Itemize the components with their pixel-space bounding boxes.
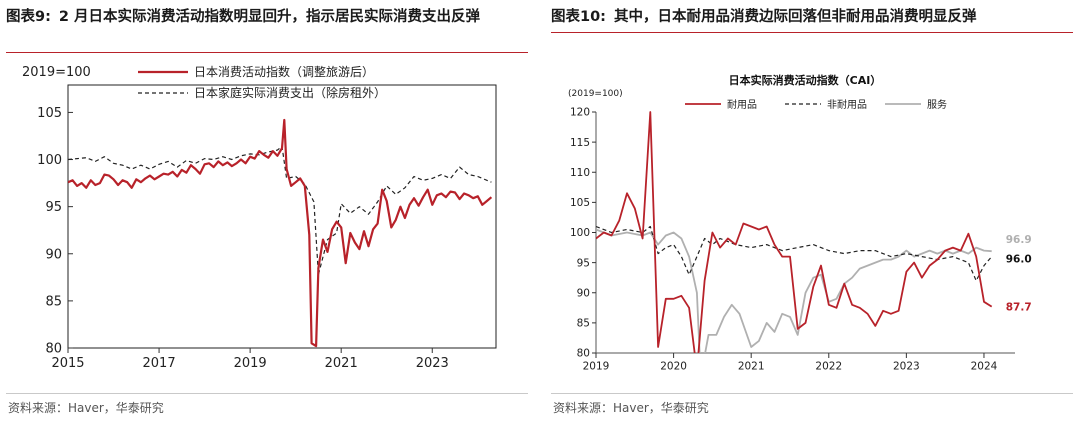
chart-1-legend-item: 服务 <box>885 98 947 111</box>
figure-10-number: 图表10: <box>551 9 606 25</box>
chart-1-x-tick-label: 2021 <box>738 361 765 373</box>
chart-1-y-tick: 115 <box>570 137 596 149</box>
chart-1-y-tick: 120 <box>570 107 596 119</box>
chart-0-x-tick-label: 2019 <box>234 356 267 371</box>
figure-9-number: 图表9: <box>6 9 51 25</box>
chart-1-x-tick-label: 2024 <box>971 361 998 373</box>
chart-0-x-tick-label: 2021 <box>325 356 358 371</box>
chart-1-y-tick-label: 80 <box>577 348 590 360</box>
chart-1-series-group <box>596 111 993 353</box>
figure-10-panel: 图表10: 其中，日本耐用品消费边际回落但非耐用品消费明显反弹 80 85 90 95 1… <box>545 0 1080 428</box>
chart-1-y-tick-label: 90 <box>577 287 590 299</box>
chart-0-y-tick-label: 105 <box>37 106 62 121</box>
chart-0-y-tick-label: 95 <box>45 200 62 215</box>
chart-1-unit-label: (2019=100) <box>568 89 623 99</box>
figure-9-source-rule <box>6 393 528 394</box>
chart-1-x-tick: 2019 <box>583 353 610 373</box>
chart-0-y-tick-label: 80 <box>45 342 62 357</box>
chart-0-y-tick: 105 <box>37 106 73 121</box>
chart-0-axes: 80 85 90 95 100 105 2015 2017 2019 2021 2023 <box>37 84 497 371</box>
chart-1-end-label: 96.0 <box>1006 254 1032 266</box>
chart-0-legend-item: 日本家庭实际消费支出（除房租外） <box>138 85 386 100</box>
chart-1-x-tick: 2021 <box>738 353 765 373</box>
chart-1-title: 日本实际消费活动指数（CAI） <box>729 73 882 87</box>
chart-1-axes: 80 85 90 95 100 105 110 115 120 2019 2020 2021 2022 2… <box>570 107 1015 373</box>
chart-0-x-tick-label: 2017 <box>143 356 176 371</box>
chart-1-y-tick-label: 85 <box>577 318 590 330</box>
chart-0-legend: 日本消费活动指数（调整旅游后） 日本家庭实际消费支出（除房租外） <box>138 64 386 100</box>
figure-10-title: 图表10: 其中，日本耐用品消费边际回落但非耐用品消费明显反弹 <box>551 6 1071 28</box>
chart-1-y-tick-label: 120 <box>570 107 590 119</box>
chart-1-x-tick: 2024 <box>971 353 998 373</box>
chart-0-x-tick: 2021 <box>325 348 358 371</box>
chart-1-legend: 耐用品 非耐用品 服务 <box>685 98 947 111</box>
chart-1-legend-label: 服务 <box>927 98 947 111</box>
chart-1-x-tick-label: 2023 <box>893 361 920 373</box>
chart-1-x-tick: 2022 <box>815 353 842 373</box>
chart-0-series-line-1 <box>68 145 492 276</box>
figure-9-source: 资料来源：Haver，华泰研究 <box>8 401 164 415</box>
chart-0-unit-label: 2019=100 <box>22 65 91 80</box>
chart-0-series-line-0 <box>68 118 493 348</box>
figure-10-source: 资料来源：Haver，华泰研究 <box>553 401 709 415</box>
chart-1-y-tick: 85 <box>577 318 596 330</box>
chart-0-legend-label: 日本家庭实际消费支出（除房租外） <box>194 85 386 100</box>
figure-10-chart: 80 85 90 95 100 105 110 115 120 2019 2020 2021 2022 2… <box>568 73 1032 373</box>
chart-1-y-tick-label: 115 <box>570 137 590 149</box>
chart-1-series-line-1 <box>596 225 993 282</box>
figure-9-title-rule <box>6 52 528 53</box>
chart-0-x-tick: 2023 <box>416 348 449 371</box>
chart-1-y-tick: 105 <box>570 197 596 209</box>
chart-0-legend-item: 日本消费活动指数（调整旅游后） <box>138 64 374 79</box>
chart-1-series-line-0 <box>596 111 993 353</box>
figure-9-chart: 80 85 90 95 100 105 2015 2017 2019 2021 2023 2019=1… <box>22 64 497 371</box>
chart-0-x-tick: 2015 <box>51 348 85 371</box>
figure-9-title: 图表9: 2 月日本实际消费活动指数明显回升，指示居民实际消费支出反弹 <box>6 6 526 28</box>
chart-0-x-tick-label: 2015 <box>51 356 84 371</box>
chart-1-x-tick-label: 2020 <box>660 361 687 373</box>
chart-1-y-tick-label: 95 <box>577 257 590 269</box>
figure-9-panel: 图表9: 2 月日本实际消费活动指数明显回升，指示居民实际消费支出反弹 80 85 9… <box>0 0 535 428</box>
chart-1-y-tick: 95 <box>577 257 596 269</box>
chart-0-legend-label: 日本消费活动指数（调整旅游后） <box>194 64 374 79</box>
chart-1-x-tick: 2020 <box>660 353 687 373</box>
chart-1-y-tick-label: 100 <box>570 227 590 239</box>
chart-1-legend-label: 非耐用品 <box>827 98 867 111</box>
chart-0-y-tick: 85 <box>45 294 73 309</box>
figure-10-title-rule <box>551 32 1073 33</box>
chart-1-legend-item: 非耐用品 <box>785 98 867 111</box>
chart-1-y-tick: 80 <box>577 348 596 360</box>
chart-0-x-tick: 2017 <box>143 348 176 371</box>
chart-1-x-tick: 2023 <box>893 353 920 373</box>
chart-1-y-tick-label: 110 <box>570 167 590 179</box>
chart-0-plot-frame <box>67 84 497 349</box>
chart-0-y-tick: 90 <box>45 247 73 262</box>
chart-1-end-label: 87.7 <box>1006 302 1032 314</box>
chart-0-x-tick: 2019 <box>234 348 267 371</box>
chart-1-x-tick-label: 2019 <box>583 361 610 373</box>
chart-1-end-label: 96.9 <box>1006 234 1032 246</box>
chart-1-y-tick-label: 105 <box>570 197 590 209</box>
chart-1-legend-item: 耐用品 <box>685 98 757 111</box>
chart-0-y-tick: 95 <box>45 200 73 215</box>
figure-9-title-text: 2 月日本实际消费活动指数明显回升，指示居民实际消费支出反弹 <box>58 9 481 25</box>
chart-0-y-tick: 80 <box>45 342 73 357</box>
chart-1-y-tick: 100 <box>570 227 596 239</box>
chart-0-y-tick-label: 90 <box>45 247 62 262</box>
chart-0-series-group <box>68 118 493 348</box>
chart-1-y-tick: 110 <box>570 167 596 179</box>
chart-0-y-tick-label: 85 <box>45 294 62 309</box>
chart-0-y-tick-label: 100 <box>37 153 62 168</box>
chart-1-x-tick-label: 2022 <box>815 361 842 373</box>
chart-1-legend-label: 耐用品 <box>727 98 757 111</box>
chart-1-y-tick: 90 <box>577 287 596 299</box>
figure-10-title-text: 其中，日本耐用品消费边际回落但非耐用品消费明显反弹 <box>613 9 977 25</box>
figure-10-source-rule <box>551 393 1073 394</box>
chart-1-series-line-2 <box>596 228 992 353</box>
chart-0-x-tick-label: 2023 <box>416 356 449 371</box>
